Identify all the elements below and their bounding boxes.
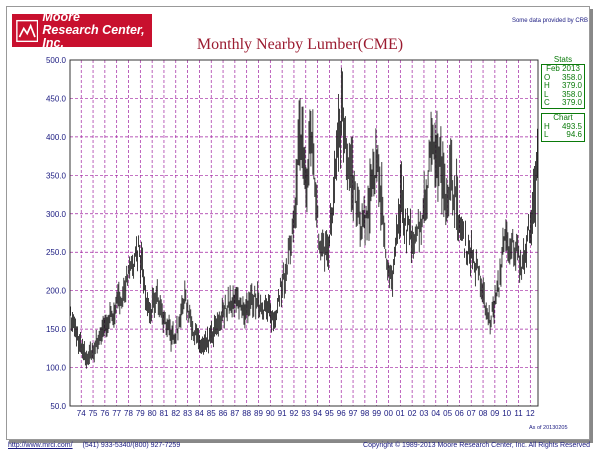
logo: Moore Research Center, Inc.: [12, 11, 152, 50]
x-tick-label: 12: [526, 409, 535, 418]
x-tick-label: 11: [514, 409, 523, 418]
x-tick-label: 93: [301, 409, 310, 418]
x-tick-label: 88: [242, 409, 251, 418]
stats-panel: Stats Feb 2013 O 358.0 H 379.0 L 358.0 C 379…: [541, 55, 585, 146]
chart-range-low: L 94.6: [544, 130, 582, 140]
x-tick-label: 86: [219, 409, 228, 418]
chart-range-title: Chart: [553, 113, 573, 123]
x-tick-label: 81: [160, 409, 169, 418]
x-tick-label: 99: [372, 409, 381, 418]
footer-contact: http://www.mrci.com/ (541) 933-5340/(800…: [8, 442, 180, 449]
x-tick-label: 08: [479, 409, 488, 418]
x-tick-label: 09: [490, 409, 499, 418]
x-tick-label: 84: [195, 409, 204, 418]
x-tick-label: 78: [124, 409, 133, 418]
stats-row-low: L 358.0: [544, 89, 582, 99]
y-tick-label: 350.0: [46, 171, 67, 180]
x-tick-label: 89: [254, 409, 263, 418]
y-tick-label: 450.0: [46, 94, 67, 103]
x-tick-label: 05: [443, 409, 452, 418]
x-tick-label: 79: [136, 409, 145, 418]
x-tick-label: 76: [100, 409, 109, 418]
stats-row-high: H 379.0: [544, 81, 582, 91]
x-tick-label: 91: [278, 409, 287, 418]
footer-phone: (541) 933-5340/(800) 927-7259: [82, 442, 181, 449]
x-tick-label: 92: [290, 409, 299, 418]
y-tick-label: 400.0: [46, 133, 67, 142]
x-tick-label: 80: [148, 409, 157, 418]
x-tick-label: 02: [408, 409, 417, 418]
chart-range-high: H 493.5: [544, 121, 582, 131]
logo-text: Moore Research Center, Inc.: [42, 11, 152, 50]
stats-row-close: C 379.0: [544, 98, 582, 108]
x-tick-label: 04: [431, 409, 440, 418]
x-tick-label: 98: [360, 409, 369, 418]
chart-title: Monthly Nearby Lumber(CME): [196, 36, 404, 53]
x-tick-label: 01: [396, 409, 405, 418]
x-tick-label: 96: [337, 409, 346, 418]
y-tick-label: 300.0: [46, 210, 67, 219]
x-tick-label: 06: [455, 409, 464, 418]
footer-copyright: Copyright © 1989-2013 Moore Research Cen…: [363, 442, 590, 449]
stats-box: Feb 2013 O 358.0 H 379.0 L 358.0 C 379.0: [541, 64, 585, 110]
y-tick-label: 150.0: [46, 325, 67, 334]
y-tick-label: 200.0: [46, 287, 67, 296]
x-tick-label: 75: [89, 409, 98, 418]
x-tick-label: 87: [230, 409, 239, 418]
x-tick-label: 94: [313, 409, 322, 418]
x-tick-label: 85: [207, 409, 216, 418]
y-tick-label: 100.0: [46, 364, 67, 373]
stats-period: Feb 2013: [546, 64, 580, 74]
x-tick-label: 03: [420, 409, 429, 418]
x-tick-label: 82: [171, 409, 180, 418]
x-tick-label: 90: [266, 409, 275, 418]
logo-mark-icon: [16, 19, 39, 42]
x-tick-label: 97: [349, 409, 358, 418]
source-note: Some data provided by CRB: [511, 18, 588, 24]
x-tick-label: 10: [502, 409, 511, 418]
x-tick-label: 83: [183, 409, 192, 418]
y-tick-label: 50.0: [50, 402, 66, 411]
plot-area-border: [69, 59, 539, 407]
x-tick-label: 95: [325, 409, 334, 418]
stats-row-open: O 358.0: [544, 72, 582, 82]
y-tick-label: 250.0: [46, 248, 67, 257]
chart-range-box: Chart H 493.5 L 94.6: [541, 113, 585, 142]
logo-line-1: Moore: [42, 10, 80, 24]
x-tick-label: 77: [112, 409, 121, 418]
logo-line-2: Research Center, Inc.: [42, 23, 145, 50]
x-tick-label: 74: [77, 409, 86, 418]
x-tick-label: 07: [467, 409, 476, 418]
x-tick-label: 00: [384, 409, 393, 418]
stats-title: Stats: [553, 55, 573, 64]
as-of-date: As of 20130205: [529, 425, 568, 431]
footer-url-link[interactable]: http://www.mrci.com/: [8, 442, 73, 449]
y-tick-label: 500.0: [46, 56, 67, 65]
